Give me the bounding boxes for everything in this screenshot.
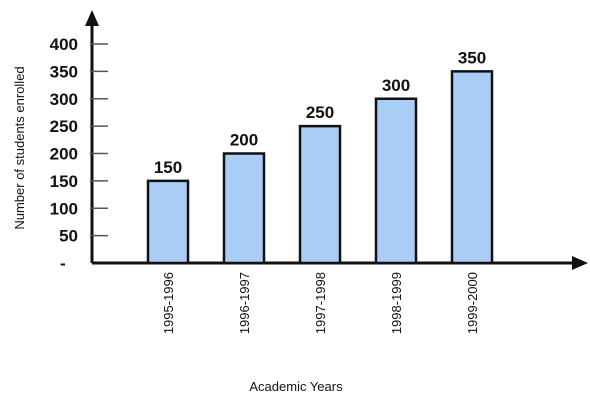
y-tick-label: 400: [50, 35, 78, 54]
y-tick-label: 200: [50, 145, 78, 164]
bar: [146, 179, 190, 265]
y-origin-label: -: [60, 254, 66, 273]
y-tick-label: 250: [50, 117, 78, 136]
y-tick-label: 300: [50, 90, 78, 109]
x-category-label: 1999-2000: [465, 272, 480, 334]
x-category-label: 1996-1997: [237, 272, 252, 334]
y-axis-arrow-icon: [85, 10, 99, 26]
y-axis-title: Number of students enrolled: [12, 66, 27, 229]
y-tick-label: 150: [50, 172, 78, 191]
bar-value-label: 300: [382, 76, 410, 95]
bar: [298, 124, 342, 265]
bar-value-label: 350: [458, 48, 486, 67]
bars: 150 1995-1996 200 1996-1997 250 1997-1998 300 1…: [146, 48, 494, 334]
x-category-label: 1995-1996: [161, 272, 176, 334]
y-tick-label: 100: [50, 199, 78, 218]
bar: [222, 152, 266, 265]
x-axis-arrow-icon: [572, 256, 588, 270]
x-category-label: 1998-1999: [389, 272, 404, 334]
bar-value-label: 250: [306, 103, 334, 122]
y-tick-label: 350: [50, 62, 78, 81]
bar: [374, 97, 418, 265]
x-category-label: 1997-1998: [313, 272, 328, 334]
y-axis-ticks: 50 100 150 200 250 300 350 400: [50, 35, 108, 246]
y-tick-label: 50: [59, 227, 78, 246]
bar-value-label: 150: [154, 158, 182, 177]
bar-value-label: 200: [230, 131, 258, 150]
x-axis-title: Academic Years: [249, 379, 343, 394]
bar: [450, 70, 494, 265]
